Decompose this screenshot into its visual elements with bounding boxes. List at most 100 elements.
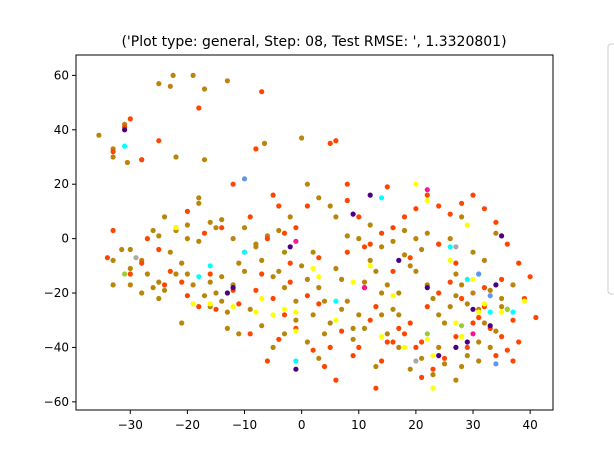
data-point [379, 312, 385, 318]
data-point [441, 320, 448, 326]
data-point [276, 268, 282, 274]
data-point [424, 230, 430, 236]
data-point [207, 219, 213, 225]
data-point [504, 347, 510, 353]
data-point [396, 257, 402, 263]
data-points [96, 72, 539, 391]
data-point [259, 257, 265, 263]
data-point [184, 236, 190, 242]
data-point [499, 233, 505, 239]
data-point [110, 149, 116, 155]
data-point [464, 222, 470, 228]
data-point [430, 366, 436, 372]
data-point [413, 344, 419, 350]
data-point [361, 279, 368, 285]
data-point [476, 314, 482, 321]
data-point [413, 358, 419, 364]
data-point [453, 244, 459, 250]
x-tick-label: −20 [175, 418, 200, 432]
data-point [350, 336, 356, 342]
data-point [493, 282, 499, 288]
data-point [247, 331, 253, 337]
data-point [459, 282, 465, 288]
data-point [453, 260, 459, 266]
data-point [521, 298, 528, 304]
data-point [139, 290, 145, 296]
chart-title: ('Plot type: general, Step: 08, Test RMS… [121, 34, 506, 50]
data-point [390, 268, 396, 274]
data-point [476, 309, 482, 315]
data-point [201, 157, 208, 163]
data-point [493, 219, 499, 225]
data-point [230, 236, 236, 242]
data-point [281, 306, 288, 312]
data-point [367, 192, 373, 198]
data-point [339, 328, 345, 334]
data-point [224, 78, 230, 84]
data-point [299, 135, 305, 141]
data-point [350, 325, 356, 331]
plot-area-frame [75, 54, 554, 411]
data-point [350, 279, 356, 285]
data-point [304, 203, 310, 209]
data-point [373, 385, 379, 391]
data-point [424, 187, 430, 193]
data-point [344, 197, 350, 204]
data-point [253, 241, 259, 247]
data-point [499, 295, 505, 302]
data-point [281, 331, 288, 337]
data-point [236, 260, 242, 266]
series-2 [173, 181, 528, 391]
data-point [390, 225, 396, 231]
data-point [293, 225, 299, 231]
series-4 [122, 127, 505, 372]
x-axis: −30 −20 −10 0 10 20 30 40 [118, 410, 538, 432]
data-point [327, 203, 333, 209]
data-point [276, 336, 282, 342]
data-point [533, 314, 539, 321]
data-point [264, 358, 270, 364]
data-point [196, 274, 202, 280]
data-point [413, 206, 419, 212]
x-tick-label: 40 [523, 418, 538, 432]
data-point [293, 309, 299, 315]
data-point [430, 385, 436, 391]
data-point [481, 257, 487, 263]
data-point [350, 353, 356, 359]
data-point [470, 320, 476, 326]
data-point [453, 293, 459, 299]
data-point [516, 339, 522, 345]
data-point [316, 255, 322, 261]
data-point [481, 301, 487, 307]
data-point [487, 287, 493, 293]
data-point [270, 274, 276, 280]
data-point [156, 81, 162, 87]
data-point [310, 265, 316, 272]
data-point [230, 285, 236, 291]
data-point [316, 301, 322, 307]
series-6 [293, 187, 476, 337]
data-point [424, 331, 430, 337]
data-point [150, 285, 156, 291]
y-tick-label: −20 [44, 286, 69, 300]
data-point [207, 263, 213, 269]
data-point [293, 358, 299, 364]
data-point [259, 323, 265, 329]
data-point [499, 309, 505, 315]
data-point [464, 353, 470, 359]
data-point [356, 214, 362, 220]
data-point [419, 246, 425, 253]
data-point [493, 353, 499, 359]
data-point [127, 282, 133, 288]
data-point [316, 274, 322, 280]
data-point [310, 347, 316, 353]
data-point [356, 344, 362, 350]
data-point [104, 255, 110, 261]
data-point [167, 268, 173, 274]
data-point [339, 276, 345, 282]
data-point [390, 293, 396, 299]
data-point [167, 249, 173, 255]
data-point [179, 320, 185, 326]
data-point [281, 249, 288, 255]
data-point [401, 252, 408, 258]
